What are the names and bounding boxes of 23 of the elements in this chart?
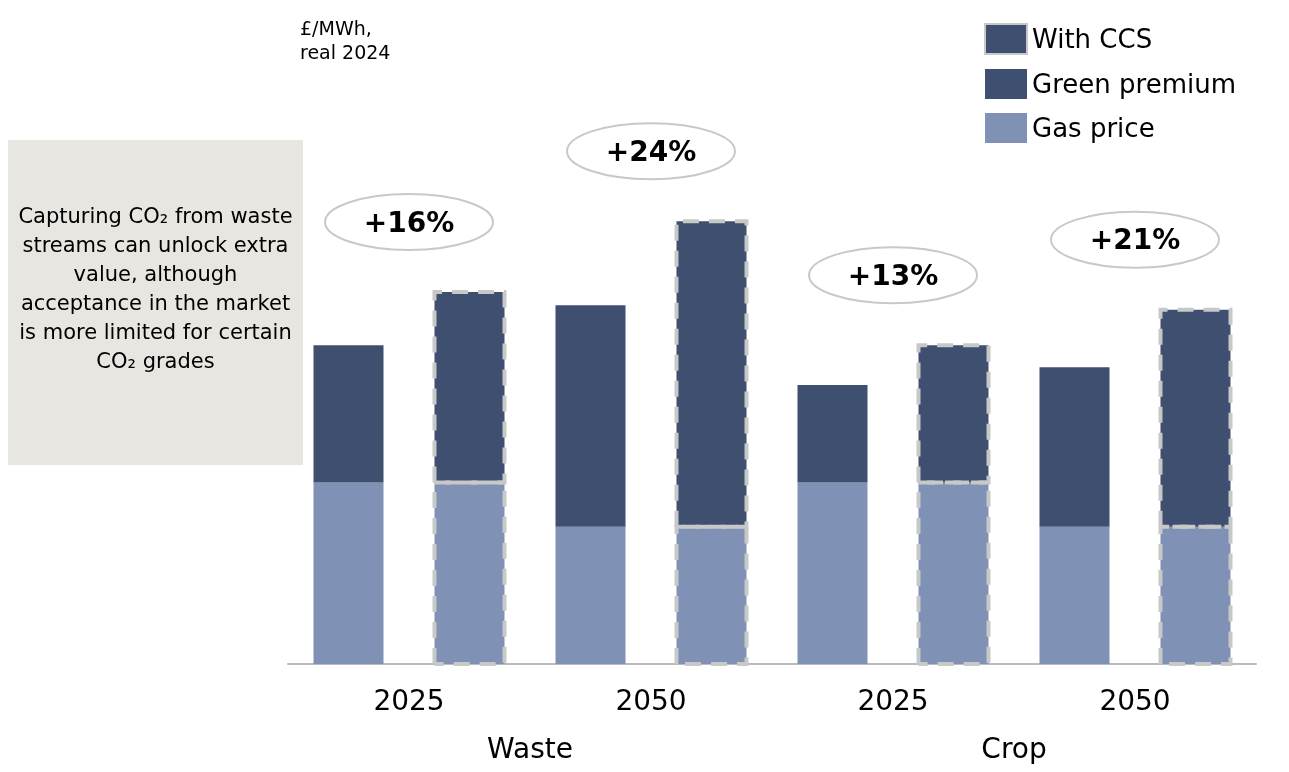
x-tick-label: 2025 [857,683,929,717]
text: Crop [981,731,1047,765]
legend-label: Gas price [1032,113,1155,143]
legend-label: Green premium [1032,69,1237,99]
annotation: +16% [363,205,455,239]
bar [555,526,626,664]
bar [555,305,626,527]
text: £/MWh, real 2024 [300,17,391,63]
bar [1039,526,1110,664]
bar [1039,367,1110,527]
x-tick-label: 2025 [373,683,445,717]
text: Waste [487,731,573,765]
bar [797,482,868,664]
text: +24% [605,134,697,168]
bar [797,385,868,483]
x-tick-label: 2050 [1099,683,1171,717]
annotation: +13% [847,258,939,292]
note-panel: Capturing CO₂ from waste streams can unlock extra value, although acceptance in the market is more limited for certain CO₂ grades [8,140,303,465]
legend-label: With CCS [1032,24,1153,54]
bar [313,345,384,483]
bar [313,482,384,664]
annotation: +21% [1089,223,1181,257]
x-tick-label: 2050 [615,683,687,717]
